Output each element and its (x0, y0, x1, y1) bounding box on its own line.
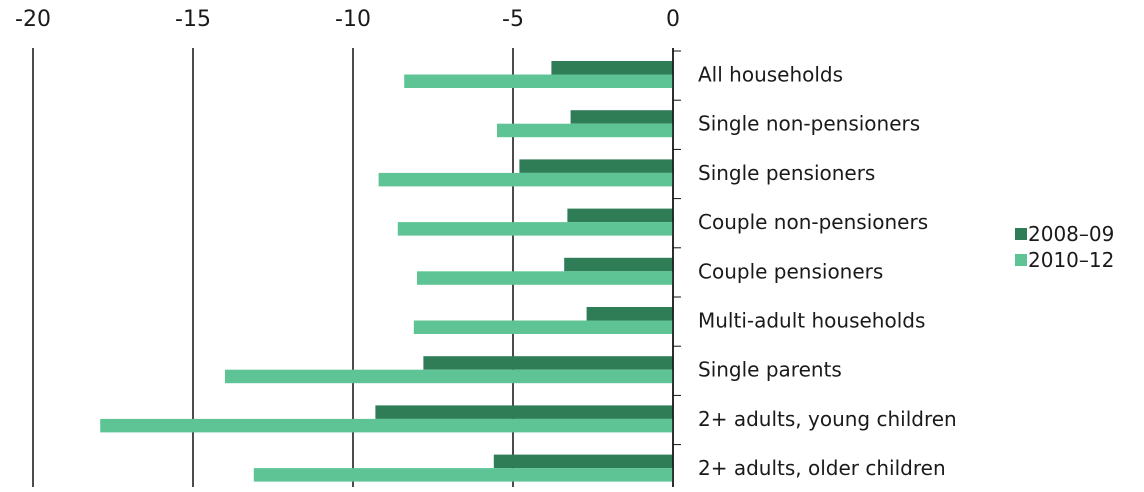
zero-axis (672, 48, 681, 487)
bar-series-1 (586, 307, 673, 321)
bar-series-2 (417, 271, 673, 285)
bar-series-1 (519, 159, 673, 173)
bar-series-1 (423, 356, 673, 370)
category-label: Couple non-pensioners (698, 210, 928, 234)
bar-series-2 (404, 74, 673, 88)
bar-series-2 (253, 468, 674, 482)
category-label: All households (698, 63, 843, 87)
x-tick-label: -10 (335, 7, 371, 32)
bar-series-2 (225, 369, 673, 384)
legend-label: 2008–09 (1028, 222, 1114, 246)
category-label: Single pensioners (698, 161, 875, 185)
x-tick-label: -5 (502, 7, 524, 32)
bar-series-1 (564, 257, 673, 272)
bar-series-1 (551, 61, 673, 75)
x-tick-label: -15 (175, 7, 211, 32)
bar-series-1 (375, 405, 673, 419)
bar-series-1 (567, 208, 673, 223)
bar-series-2 (100, 418, 673, 433)
category-label: Single non-pensioners (698, 112, 920, 136)
category-label: Multi-adult households (698, 309, 925, 333)
x-tick-label: 0 (666, 7, 680, 32)
bar-series-2 (497, 123, 673, 138)
x-tick-label: -20 (15, 7, 51, 32)
category-label: Single parents (698, 358, 842, 382)
bar-series-2 (378, 172, 673, 187)
legend-swatch (1015, 228, 1027, 240)
x-axis-ticks: -20 -15 -10 -5 0 (15, 7, 680, 32)
category-label: Couple pensioners (698, 259, 883, 283)
bar-series-1 (570, 110, 673, 124)
bar-series-2 (397, 222, 673, 236)
legend-swatch (1015, 254, 1027, 266)
category-label: 2+ adults, older children (698, 456, 946, 480)
bars (100, 61, 674, 482)
category-labels: All households Single non-pensioners Singl… (698, 63, 957, 481)
legend-label: 2010–12 (1028, 248, 1114, 272)
bar-series-1 (493, 454, 673, 469)
bar-series-2 (413, 320, 673, 334)
category-label: 2+ adults, young children (698, 407, 957, 431)
